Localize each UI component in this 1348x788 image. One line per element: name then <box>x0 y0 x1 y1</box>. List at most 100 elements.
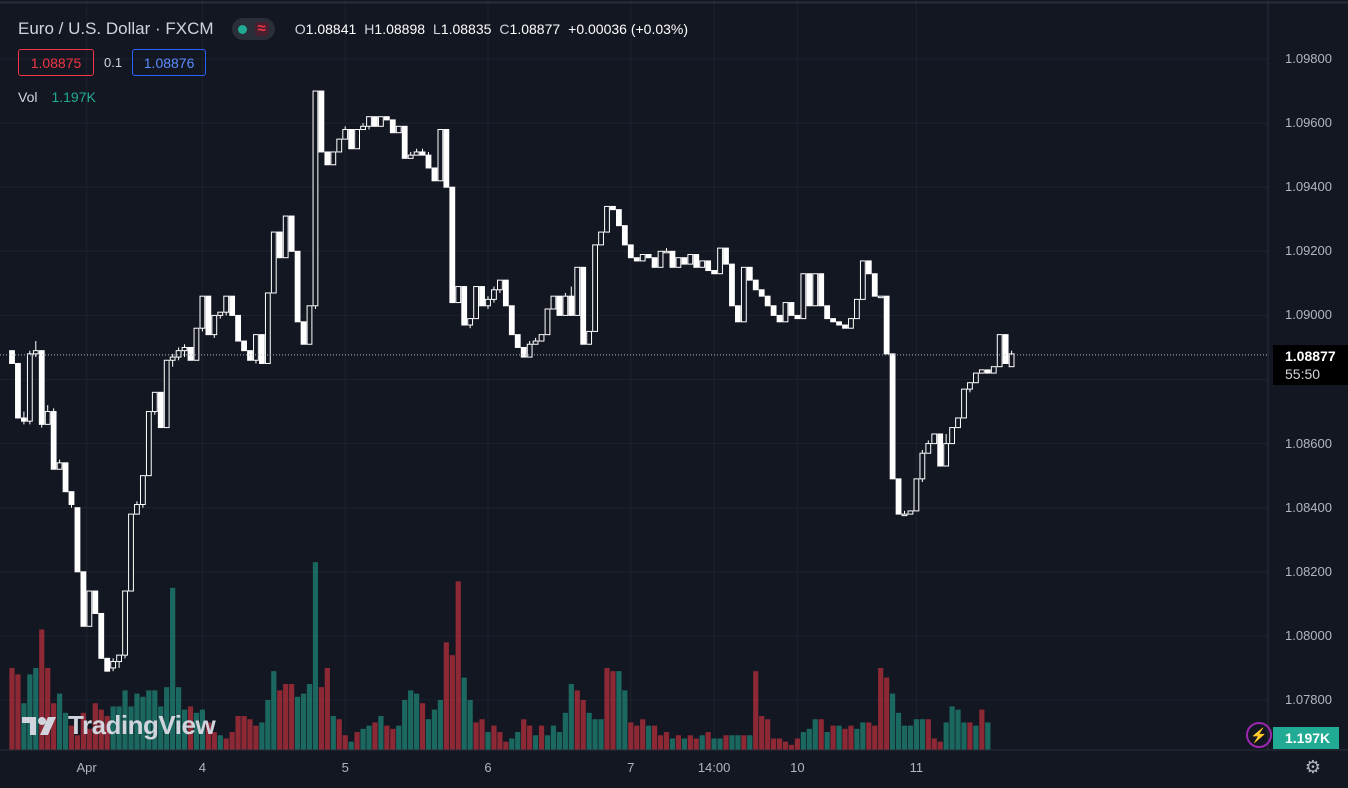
candle-body <box>812 273 819 307</box>
price-tick-label: 1.07800 <box>1285 692 1332 707</box>
quote-panel: 1.08875 0.1 1.08876 <box>18 49 207 76</box>
candle-body <box>633 257 640 262</box>
candle-body <box>675 257 682 268</box>
candle-body <box>895 478 902 515</box>
volume-bar <box>741 735 747 750</box>
price-tick-label: 1.09600 <box>1285 115 1332 131</box>
volume-bar <box>312 562 319 750</box>
volume-badge: 1.197K <box>1273 727 1339 749</box>
volume-bar <box>9 667 15 750</box>
volume-bar <box>283 683 289 750</box>
volume-bar <box>199 709 205 750</box>
market-status[interactable]: ≈ <box>231 18 275 40</box>
tradingview-logo-icon <box>22 716 56 735</box>
candle-body <box>318 90 325 153</box>
candle-body <box>925 443 932 454</box>
candle-body <box>235 314 241 342</box>
candle-body <box>21 417 27 422</box>
candle-body <box>574 266 581 316</box>
volume-bar <box>68 725 75 750</box>
volume-bar <box>51 703 57 750</box>
candle-body <box>360 125 366 131</box>
volume-bar <box>794 738 800 750</box>
volume-bar <box>580 700 586 750</box>
candle-body <box>776 314 783 323</box>
volume-bar <box>146 690 152 750</box>
volume-bar <box>533 735 539 750</box>
volume-bar <box>467 700 473 750</box>
candle-body <box>735 305 741 323</box>
candle-body <box>984 369 991 374</box>
candle-body <box>264 292 271 364</box>
last-price-value: 1.08877 <box>1285 347 1336 364</box>
volume-bar <box>836 725 842 750</box>
volume-bar <box>354 732 360 750</box>
volume-bar <box>80 712 86 750</box>
bolt-icon[interactable]: ⚡ <box>1246 722 1272 748</box>
candle-body <box>383 116 390 121</box>
candle-body <box>348 129 355 150</box>
volume-bar <box>86 728 92 750</box>
candle-body <box>532 340 539 345</box>
candle-body <box>485 298 491 307</box>
ohlc-values: O1.08841 H1.08898 L1.08835 C1.08877 +0.0… <box>295 21 688 37</box>
candle-body <box>193 327 200 361</box>
candle-body <box>723 247 729 265</box>
candle-body <box>50 411 57 470</box>
volume-bar <box>729 735 735 750</box>
candle-body <box>770 305 777 316</box>
candle-body <box>764 295 771 307</box>
symbol-title[interactable]: Euro / U.S. Dollar · FXCM <box>18 19 214 38</box>
price-tick-label: 1.08000 <box>1285 627 1332 643</box>
candle-body <box>455 286 462 304</box>
tradingview-logo[interactable]: TradingView <box>22 710 216 741</box>
volume-bar <box>878 667 884 750</box>
candle-body <box>961 388 967 419</box>
candle-body <box>854 298 860 320</box>
volume-bar <box>711 738 717 750</box>
volume-bar <box>193 712 200 750</box>
volume-legend[interactable]: Vol 1.197K <box>18 89 96 105</box>
buy-button[interactable]: 1.08876 <box>132 49 207 76</box>
volume-bar <box>753 671 759 750</box>
volume-bar <box>824 732 830 750</box>
volume-bar <box>872 725 878 750</box>
wave-icon: ≈ <box>254 21 269 36</box>
volume-bar <box>854 728 860 750</box>
candle-body <box>937 433 944 467</box>
candle-body <box>449 186 456 304</box>
volume-bar <box>449 655 455 750</box>
candle-body <box>74 507 81 573</box>
candle-body <box>508 305 515 336</box>
volume-bar <box>21 703 27 750</box>
volume-bar <box>128 706 134 750</box>
candle-body <box>907 510 914 515</box>
volume-bar <box>277 690 283 750</box>
time-tick-label: 4 <box>198 760 207 775</box>
candle-body <box>217 311 224 316</box>
candle-body <box>919 452 926 480</box>
volume-bar <box>485 732 491 750</box>
volume-bar <box>860 722 866 750</box>
time-tick-label: 5 <box>341 760 349 775</box>
volume-bar <box>324 667 330 750</box>
volume-bar <box>657 735 664 750</box>
volume-bar <box>556 732 562 750</box>
volume-bar <box>568 683 574 750</box>
gear-icon[interactable]: ⚙ <box>1304 757 1322 777</box>
volume-bar <box>866 722 872 750</box>
time-tick-label: 11 <box>909 760 924 775</box>
volume-bar <box>15 674 21 750</box>
volume-bar <box>181 709 188 750</box>
candle-body <box>901 513 908 517</box>
candle-body <box>497 279 503 291</box>
volume-bar <box>604 667 610 750</box>
volume-bar <box>562 712 568 750</box>
volume-bar <box>723 735 729 750</box>
volume-bar <box>812 719 818 750</box>
volume-bar <box>640 719 646 750</box>
candle-body <box>366 116 372 127</box>
candle-body <box>955 417 961 429</box>
sell-button[interactable]: 1.08875 <box>18 49 94 76</box>
